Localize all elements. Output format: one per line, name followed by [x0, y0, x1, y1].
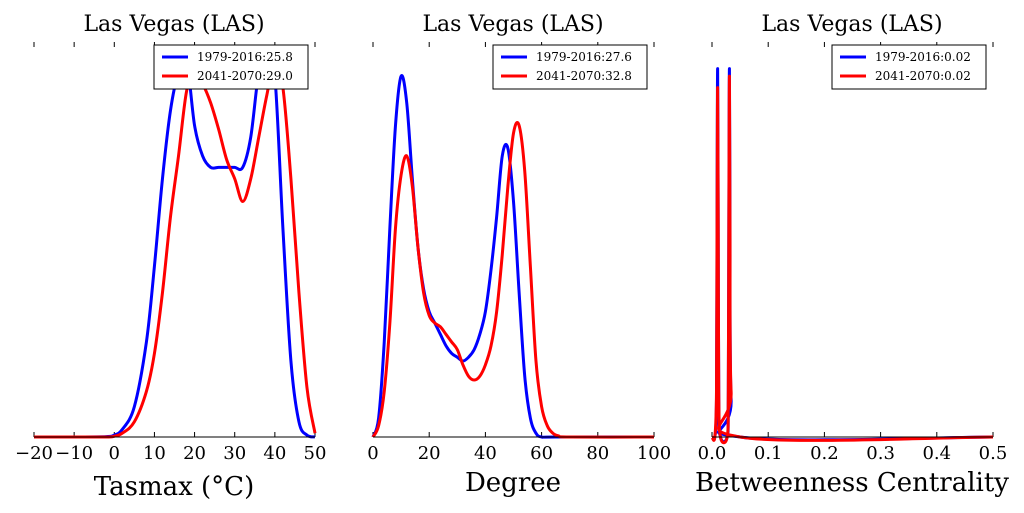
- legend-label-2041-2070: 2041-2070:0.02: [875, 69, 971, 83]
- x-tick-label: 20: [418, 443, 441, 464]
- series-line-1979-2016: [33, 48, 316, 439]
- series-line-2041-2070: [34, 59, 317, 439]
- x-tick-label: −20: [15, 443, 53, 464]
- x-tick-label: 10: [143, 443, 166, 464]
- legend-label-2041-2070: 2041-2070:32.8: [536, 69, 632, 83]
- x-ticks: 0 20 40 60 80 100: [367, 42, 671, 464]
- legend-box: [153, 44, 309, 90]
- x-ticks: −20 −10 0 10 20 30 40 50: [15, 42, 326, 464]
- panel-title: Las Vegas (LAS): [422, 12, 603, 37]
- x-tick-label: 30: [223, 443, 246, 464]
- x-tick-label: 60: [530, 443, 553, 464]
- x-tick-label: 40: [474, 443, 497, 464]
- x-tick-label: 80: [586, 443, 609, 464]
- x-axis-label: Degree: [465, 468, 561, 498]
- legend: 1979-2016:27.6 2041-2070:32.8: [492, 44, 648, 90]
- series-group: [33, 48, 317, 439]
- panel-betweenness: Las Vegas (LAS) 0.0 0.1 0.2 0.3 0.4 0.5 1979-…: [695, 12, 1009, 498]
- series-group: [710, 67, 994, 445]
- panel-title: Las Vegas (LAS): [761, 12, 942, 37]
- legend-label-2041-2070: 2041-2070:29.0: [197, 69, 293, 83]
- legend-box: [831, 44, 987, 90]
- panel-title: Las Vegas (LAS): [83, 12, 264, 37]
- x-ticks: 0.0 0.1 0.2 0.3 0.4 0.5: [698, 42, 1008, 464]
- x-tick-label: 20: [183, 443, 206, 464]
- legend-label-1979-2016: 1979-2016:27.6: [536, 50, 632, 64]
- legend-label-1979-2016: 1979-2016:0.02: [875, 50, 971, 64]
- x-axis-label: Betweenness Centrality: [695, 468, 1009, 498]
- x-tick-label: 0.5: [979, 443, 1008, 464]
- legend-box: [492, 44, 648, 90]
- x-tick-label: 0: [367, 443, 378, 464]
- series-line-2041-2070: [371, 121, 655, 439]
- legend-label-1979-2016: 1979-2016:25.8: [197, 50, 293, 64]
- x-tick-label: 0.4: [922, 443, 951, 464]
- x-tick-label: −10: [55, 443, 93, 464]
- legend: 1979-2016:0.02 2041-2070:0.02: [831, 44, 987, 90]
- x-tick-label: 0.0: [698, 443, 727, 464]
- series-line-2041-2070: [710, 74, 994, 445]
- x-tick-label: 0.1: [754, 443, 783, 464]
- legend: 1979-2016:25.8 2041-2070:29.0: [153, 44, 309, 90]
- x-tick-label: 50: [304, 443, 327, 464]
- x-tick-label: 100: [637, 443, 671, 464]
- panel-tasmax: Las Vegas (LAS) −20 −10 0 10 20 30 40 50 1979-2…: [15, 12, 326, 502]
- x-axis-label: Tasmax (°C): [94, 472, 254, 502]
- x-tick-label: 0.3: [866, 443, 895, 464]
- x-tick-label: 0.2: [810, 443, 839, 464]
- series-group: [371, 74, 655, 439]
- series-line-1979-2016: [710, 67, 994, 444]
- x-tick-label: 0: [109, 443, 120, 464]
- panel-degree: Las Vegas (LAS) 0 20 40 60 80 100 1979-2016:2…: [367, 12, 671, 498]
- x-tick-label: 40: [263, 443, 286, 464]
